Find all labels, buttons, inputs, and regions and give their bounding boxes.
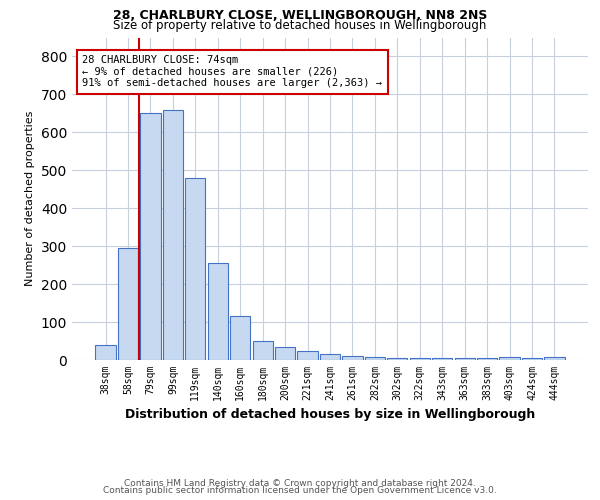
Text: Size of property relative to detached houses in Wellingborough: Size of property relative to detached ho… (113, 18, 487, 32)
Bar (118, 248, 138, 360)
Bar (522, 358, 542, 360)
Bar (230, 316, 250, 360)
Bar (455, 358, 475, 360)
Bar (185, 178, 205, 360)
Bar (499, 358, 520, 360)
Text: Contains public sector information licensed under the Open Government Licence v3: Contains public sector information licen… (103, 486, 497, 495)
Bar (253, 341, 273, 360)
Bar (343, 356, 362, 360)
Text: 28, CHARLBURY CLOSE, WELLINGBOROUGH, NN8 2NS: 28, CHARLBURY CLOSE, WELLINGBOROUGH, NN8… (113, 9, 487, 22)
Bar (208, 263, 228, 360)
Bar (544, 357, 565, 360)
Text: 28 CHARLBURY CLOSE: 74sqm
← 9% of detached houses are smaller (226)
91% of semi-: 28 CHARLBURY CLOSE: 74sqm ← 9% of detach… (82, 55, 382, 88)
Text: Contains HM Land Registry data © Crown copyright and database right 2024.: Contains HM Land Registry data © Crown c… (124, 478, 476, 488)
Bar (432, 358, 452, 360)
Y-axis label: Number of detached properties: Number of detached properties (25, 111, 35, 286)
Bar (365, 357, 385, 360)
Bar (320, 354, 340, 360)
Bar (410, 358, 430, 360)
Bar (387, 358, 407, 360)
Bar (275, 346, 295, 360)
Bar (298, 350, 317, 360)
X-axis label: Distribution of detached houses by size in Wellingborough: Distribution of detached houses by size … (125, 408, 535, 422)
Bar (477, 358, 497, 360)
Bar (163, 110, 183, 360)
Bar (140, 114, 161, 360)
Bar (95, 345, 116, 360)
